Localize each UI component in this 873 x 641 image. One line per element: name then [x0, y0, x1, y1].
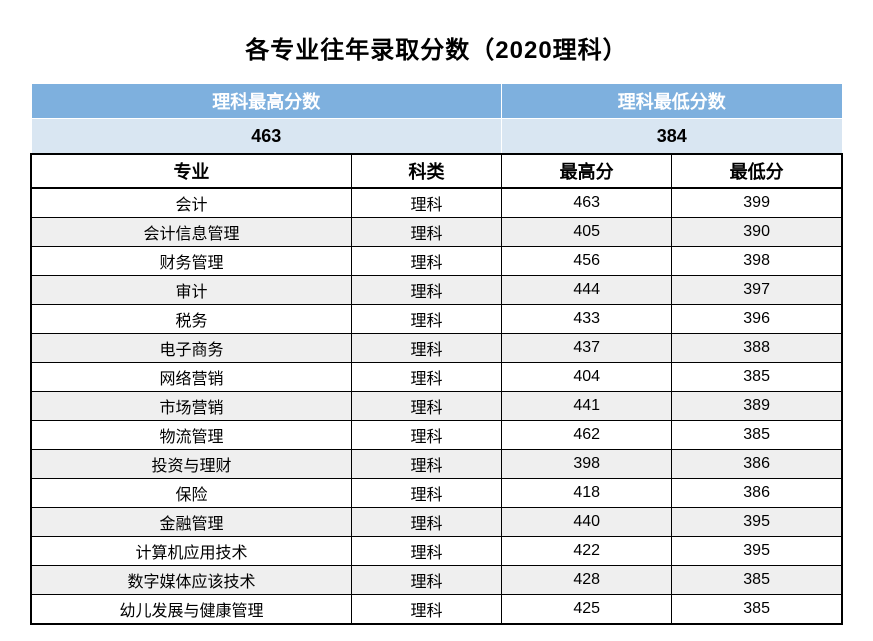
cell-min: 395 — [672, 508, 842, 537]
cell-major: 财务管理 — [31, 247, 351, 276]
table-row: 电子商务理科437388 — [31, 334, 842, 363]
cell-major: 保险 — [31, 479, 351, 508]
cell-min: 396 — [672, 305, 842, 334]
table-row: 会计理科463399 — [31, 188, 842, 218]
table-row: 物流管理理科462385 — [31, 421, 842, 450]
page-title: 各专业往年录取分数（2020理科） — [30, 30, 843, 65]
table-row: 金融管理理科440395 — [31, 508, 842, 537]
cell-max: 422 — [502, 537, 672, 566]
cell-major: 税务 — [31, 305, 351, 334]
cell-min: 385 — [672, 363, 842, 392]
summary-left: 463 — [31, 119, 502, 155]
cell-max: 404 — [502, 363, 672, 392]
cell-max: 425 — [502, 595, 672, 625]
table-row: 财务管理理科456398 — [31, 247, 842, 276]
cell-max: 444 — [502, 276, 672, 305]
col-header-min: 最低分 — [672, 154, 842, 188]
cell-max: 398 — [502, 450, 672, 479]
cell-category: 理科 — [351, 305, 501, 334]
table-summary-row: 463 384 — [31, 119, 842, 155]
cell-min: 395 — [672, 537, 842, 566]
cell-min: 390 — [672, 218, 842, 247]
cell-max: 463 — [502, 188, 672, 218]
table-row: 市场营销理科441389 — [31, 392, 842, 421]
cell-category: 理科 — [351, 508, 501, 537]
cell-max: 462 — [502, 421, 672, 450]
cell-category: 理科 — [351, 392, 501, 421]
top-header-right: 理科最低分数 — [502, 84, 842, 119]
cell-max: 405 — [502, 218, 672, 247]
table-row: 税务理科433396 — [31, 305, 842, 334]
cell-min: 386 — [672, 450, 842, 479]
cell-major: 市场营销 — [31, 392, 351, 421]
cell-min: 389 — [672, 392, 842, 421]
cell-major: 金融管理 — [31, 508, 351, 537]
cell-major: 网络营销 — [31, 363, 351, 392]
cell-major: 会计 — [31, 188, 351, 218]
cell-min: 399 — [672, 188, 842, 218]
cell-category: 理科 — [351, 450, 501, 479]
cell-min: 385 — [672, 566, 842, 595]
top-header-left: 理科最高分数 — [31, 84, 502, 119]
cell-category: 理科 — [351, 334, 501, 363]
cell-max: 433 — [502, 305, 672, 334]
cell-category: 理科 — [351, 566, 501, 595]
table-row: 网络营销理科404385 — [31, 363, 842, 392]
cell-category: 理科 — [351, 247, 501, 276]
cell-min: 397 — [672, 276, 842, 305]
cell-min: 385 — [672, 421, 842, 450]
cell-max: 437 — [502, 334, 672, 363]
cell-max: 440 — [502, 508, 672, 537]
cell-major: 数字媒体应该技术 — [31, 566, 351, 595]
cell-major: 电子商务 — [31, 334, 351, 363]
cell-major: 会计信息管理 — [31, 218, 351, 247]
col-header-category: 科类 — [351, 154, 501, 188]
table-row: 投资与理财理科398386 — [31, 450, 842, 479]
cell-category: 理科 — [351, 595, 501, 625]
table-row: 幼儿发展与健康管理理科425385 — [31, 595, 842, 625]
table-top-header: 理科最高分数 理科最低分数 — [31, 84, 842, 119]
cell-min: 385 — [672, 595, 842, 625]
cell-major: 投资与理财 — [31, 450, 351, 479]
cell-max: 456 — [502, 247, 672, 276]
summary-right: 384 — [502, 119, 842, 155]
cell-major: 幼儿发展与健康管理 — [31, 595, 351, 625]
scores-table: 理科最高分数 理科最低分数 463 384 专业 科类 最高分 最低分 会计理科… — [30, 83, 843, 625]
table-row: 会计信息管理理科405390 — [31, 218, 842, 247]
page-container: 各专业往年录取分数（2020理科） 理科最高分数 理科最低分数 463 384 … — [0, 0, 873, 625]
cell-category: 理科 — [351, 188, 501, 218]
table-row: 保险理科418386 — [31, 479, 842, 508]
cell-major: 物流管理 — [31, 421, 351, 450]
cell-category: 理科 — [351, 537, 501, 566]
table-row: 数字媒体应该技术理科428385 — [31, 566, 842, 595]
cell-major: 审计 — [31, 276, 351, 305]
cell-min: 386 — [672, 479, 842, 508]
cell-category: 理科 — [351, 421, 501, 450]
cell-min: 398 — [672, 247, 842, 276]
cell-max: 418 — [502, 479, 672, 508]
cell-category: 理科 — [351, 218, 501, 247]
cell-category: 理科 — [351, 363, 501, 392]
cell-max: 428 — [502, 566, 672, 595]
cell-max: 441 — [502, 392, 672, 421]
table-row: 计算机应用技术理科422395 — [31, 537, 842, 566]
table-row: 审计理科444397 — [31, 276, 842, 305]
cell-category: 理科 — [351, 479, 501, 508]
cell-major: 计算机应用技术 — [31, 537, 351, 566]
col-header-max: 最高分 — [502, 154, 672, 188]
cell-min: 388 — [672, 334, 842, 363]
cell-category: 理科 — [351, 276, 501, 305]
col-header-major: 专业 — [31, 154, 351, 188]
table-column-header: 专业 科类 最高分 最低分 — [31, 154, 842, 188]
